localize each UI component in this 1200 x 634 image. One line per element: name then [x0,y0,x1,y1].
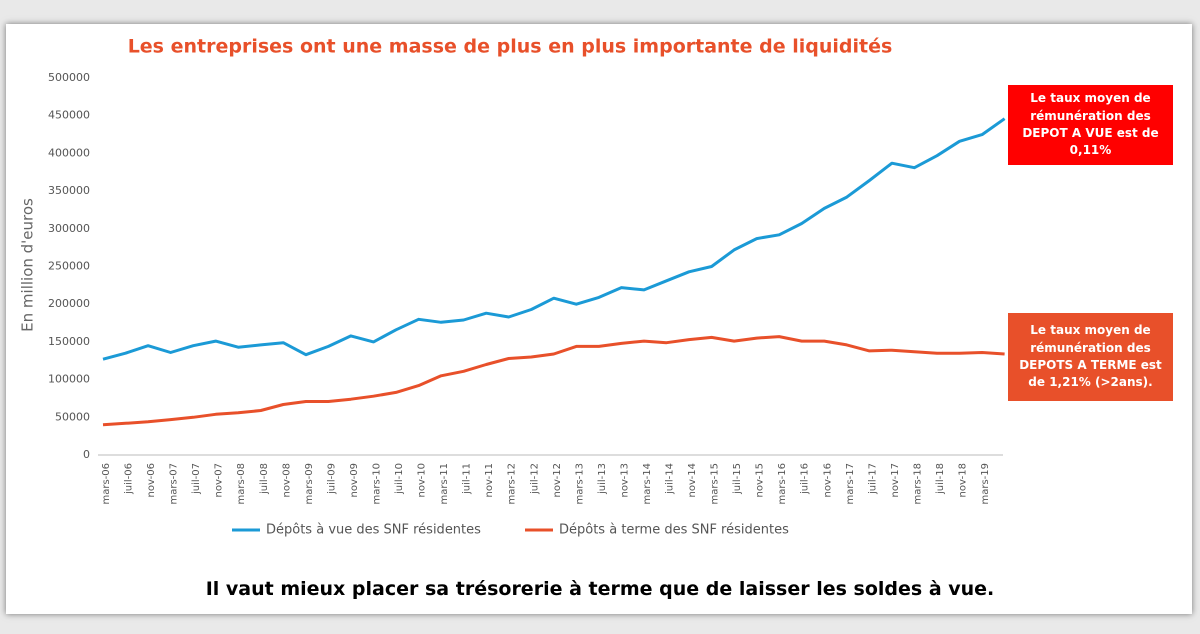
annotation: Le taux moyen de rémunération des DEPOTS… [1008,313,1173,401]
x-tick-label: nov-16 [822,463,833,497]
x-tick-label: mars-09 [304,463,315,505]
x-tick-label: juil-07 [191,463,202,495]
x-tick-label: juil-18 [935,463,946,495]
y-tick-label: 200000 [48,297,90,310]
x-tick-label: mars-10 [371,463,382,505]
x-tick-label: mars-06 [101,463,112,505]
x-tick-label: nov-12 [552,463,563,497]
x-tick-label: juil-12 [529,463,540,495]
y-axis-label: En million d'euros [19,198,37,332]
line-series [102,335,1005,427]
x-tick-label: mars-18 [912,463,923,505]
legend-label: Dépôts à terme des SNF résidentes [559,523,789,538]
x-tick-label: nov-10 [417,463,428,497]
footer-text: Il vaut mieux placer sa trésorerie à ter… [205,578,995,600]
x-tick-label: juil-14 [665,463,676,495]
x-tick-label: juil-16 [800,463,811,495]
x-tick-label: mars-07 [169,463,180,505]
x-tick-label: juil-06 [124,463,135,495]
y-tick-label: 450000 [48,109,90,122]
x-tick-label: mars-13 [574,463,585,505]
x-tick-label: nov-07 [214,463,225,497]
y-tick-label: 50000 [55,410,90,423]
x-tick-label: juil-10 [394,463,405,495]
x-tick-label: nov-08 [281,463,292,497]
annotation: Le taux moyen de rémunération des DEPOT … [1008,85,1173,165]
y-tick-label: 100000 [48,373,90,386]
x-tick-label: juil-13 [597,463,608,495]
x-tick-label: juil-17 [867,463,878,495]
x-tick-label: nov-09 [349,463,360,497]
x-tick-label: mars-15 [710,463,721,505]
x-tick-label: nov-18 [958,463,969,497]
line-series [102,117,1006,361]
x-tick-label: nov-15 [755,463,766,497]
x-tick-label: nov-14 [687,463,698,497]
x-tick-label: juil-11 [462,463,473,495]
x-tick-label: juil-15 [732,463,743,495]
x-tick-label: mars-17 [845,463,856,505]
y-tick-label: 400000 [48,146,90,159]
x-tick-label: juil-08 [259,463,270,495]
y-tick-label: 250000 [48,260,90,273]
y-tick-label: 500000 [48,71,90,84]
x-tick-label: nov-06 [146,463,157,497]
chart-title: Les entreprises ont une masse de plus en… [128,36,893,58]
x-tick-label: nov-13 [619,463,630,497]
y-tick-label: 300000 [48,222,90,235]
card [6,24,1192,614]
x-tick-label: mars-19 [980,463,991,505]
x-tick-label: mars-14 [642,463,653,505]
x-tick-label: nov-11 [484,463,495,497]
y-tick-label: 0 [83,448,90,461]
y-tick-label: 350000 [48,184,90,197]
x-tick-label: juil-09 [326,463,337,495]
x-tick-label: mars-11 [439,463,450,505]
x-tick-label: mars-16 [777,463,788,505]
y-tick-label: 150000 [48,335,90,348]
x-tick-label: mars-08 [236,463,247,505]
x-tick-label: mars-12 [507,463,518,505]
x-tick-label: nov-17 [890,463,901,497]
legend-label: Dépôts à vue des SNF résidentes [266,523,481,538]
